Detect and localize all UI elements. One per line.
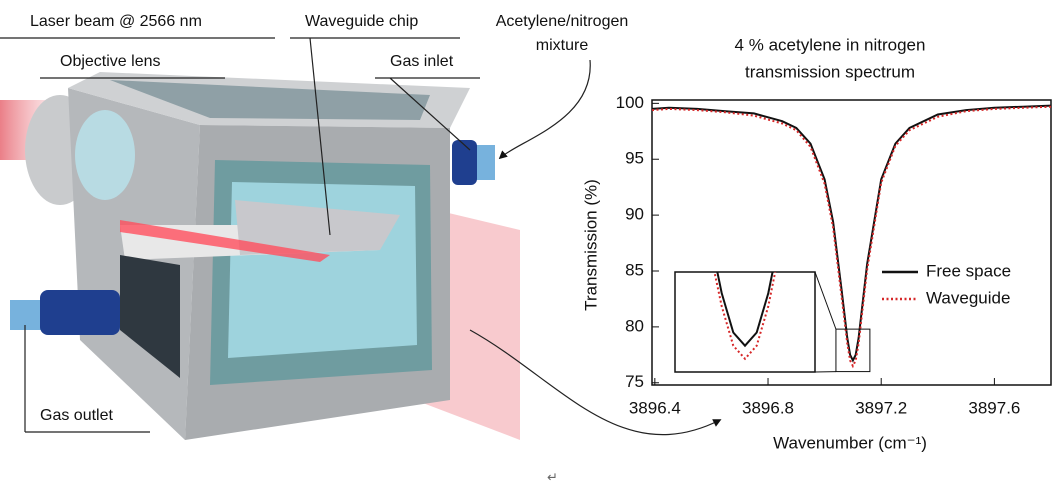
chart-title: 4 % acetylene in nitrogen	[735, 35, 926, 54]
y-tick-label: 100	[616, 93, 644, 112]
x-tick-label: 3897.2	[855, 398, 907, 417]
y-tick-label: 75	[625, 372, 644, 391]
x-axis-label: Wavenumber (cm⁻¹)	[773, 433, 927, 452]
zoom-connector	[815, 272, 836, 329]
y-axis-label: Transmission (%)	[581, 179, 600, 311]
x-tick-label: 3897.6	[968, 398, 1020, 417]
label: Gas outlet	[40, 407, 113, 424]
y-tick-label: 80	[625, 316, 644, 335]
inset-frame	[675, 272, 815, 372]
outlet-connector	[40, 290, 120, 335]
y-tick-label: 95	[625, 149, 644, 168]
label: mixture	[536, 37, 589, 54]
label: Acetylene/nitrogen	[496, 13, 629, 30]
y-tick-label: 90	[625, 205, 644, 224]
label: Laser beam @ 2566 nm	[30, 13, 202, 30]
chart-title: transmission spectrum	[745, 62, 915, 81]
legend-label: Free space	[926, 261, 1011, 280]
label: Objective lens	[60, 53, 161, 70]
label: Gas inlet	[390, 53, 454, 70]
x-tick-label: 3896.8	[742, 398, 794, 417]
apparatus: Laser beam @ 2566 nm Objective lens Wave…	[0, 13, 720, 484]
figure: Laser beam @ 2566 nm Objective lens Wave…	[0, 0, 1053, 487]
x-tick-label: 3896.4	[629, 398, 681, 417]
inlet-connector	[452, 140, 477, 185]
y-tick-label: 85	[625, 260, 644, 279]
lens-window	[75, 110, 135, 200]
label: Waveguide chip	[305, 13, 418, 30]
arrow	[500, 60, 590, 158]
return-mark: ↵	[547, 469, 558, 484]
legend-label: Waveguide	[926, 288, 1010, 307]
